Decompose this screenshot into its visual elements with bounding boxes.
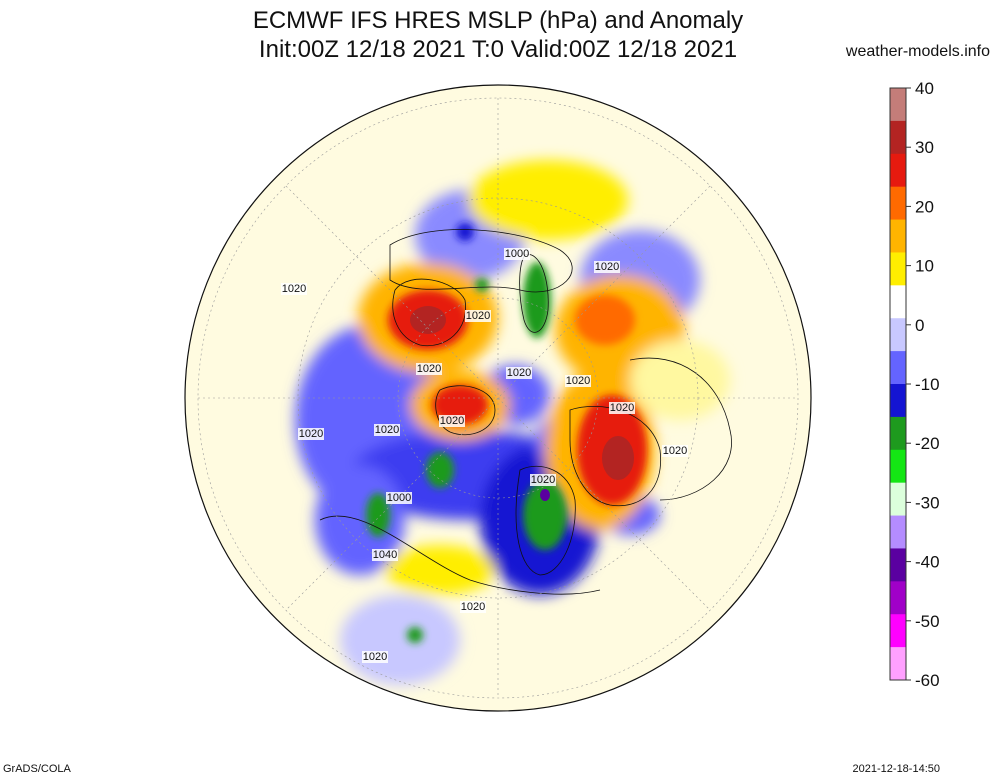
source-site-label: weather-models.info	[845, 43, 990, 60]
isobar-label: 1020	[282, 283, 306, 295]
colorbar-segment	[890, 153, 906, 188]
isobar-label-bg	[298, 428, 324, 440]
title-line-2: Init:00Z 12/18 2021 T:0 Valid:00Z 12/18 …	[258, 36, 738, 63]
isobar-label: 1020	[507, 367, 531, 379]
colorbar-segment	[890, 548, 906, 582]
colorbar-label: -10	[915, 375, 940, 394]
isobar-label-bg	[465, 310, 491, 322]
colorbar-segment	[890, 614, 906, 648]
isobar-label-bg	[439, 415, 465, 427]
isobar-label-bg	[609, 402, 635, 414]
isobar-label: 1020	[531, 474, 555, 486]
footer-timestamp: 2021-12-18-14:50	[852, 763, 940, 775]
isobar-label: 1020	[610, 402, 634, 414]
colorbar-label: 10	[915, 257, 934, 276]
isobar-label: 1040	[373, 549, 397, 561]
isobar-label-bg	[362, 651, 388, 663]
colorbar-segment	[890, 120, 906, 155]
colorbar-label: -20	[915, 434, 940, 453]
colorbar-segment	[890, 318, 906, 352]
anomaly-field	[185, 85, 811, 711]
colorbar-segment	[890, 416, 906, 451]
colorbar-segments	[889, 87, 907, 681]
colorbar: 40 30 20 10 0 -10 -20 -30 -40 -50 -60	[889, 80, 940, 690]
isobar-label: 1020	[417, 363, 441, 375]
isobar-label: 1020	[440, 415, 464, 427]
colorbar-segment	[890, 581, 906, 615]
isobar-label-bg	[372, 549, 398, 561]
isobar-label-bg	[416, 363, 442, 375]
colorbar-segment	[890, 647, 906, 681]
footer-software-label: GrADS/COLA	[3, 763, 71, 775]
graticule	[197, 97, 799, 699]
isobar-label-bg	[386, 492, 412, 504]
low-area-greenland	[523, 262, 551, 338]
isobar-label-bg	[374, 424, 400, 436]
isobar-label-bg	[504, 248, 530, 260]
colorbar-label: 40	[915, 80, 934, 98]
isobar-label: 1000	[505, 248, 529, 260]
colorbar-segment	[890, 88, 906, 122]
isobar-label-bg	[662, 445, 688, 457]
isobar-label: 1020	[663, 445, 687, 457]
high-area-pacific	[468, 160, 628, 240]
colorbar-segment	[890, 515, 906, 549]
map-boundary	[184, 84, 812, 712]
colorbar-segment	[890, 384, 906, 418]
colorbar-label: 0	[915, 316, 924, 335]
isobar-label: 1020	[299, 428, 323, 440]
colorbar-segment	[890, 351, 906, 385]
colorbar-segment	[890, 186, 906, 221]
isobar-label: 1020	[466, 310, 490, 322]
colorbar-label: -50	[915, 612, 940, 631]
isobar-label-bg	[281, 283, 307, 295]
colorbar-label: 30	[915, 138, 934, 157]
colorbar-label: 20	[915, 197, 934, 216]
colorbar-segment	[890, 219, 906, 253]
isobar-label-bg	[594, 261, 620, 273]
isobar-labels: 1020 1020 1000 1020 1020 1020 1020 1020 1020 1020…	[281, 248, 688, 663]
isobar-label: 1020	[375, 424, 399, 436]
colorbar-segment	[890, 285, 906, 319]
title-line-1: ECMWF IFS HRES MSLP (hPa) and Anomaly	[252, 7, 744, 34]
isobar-label: 1020	[363, 651, 387, 663]
isobar-label-bg	[530, 474, 556, 486]
isobar-label: 1000	[387, 492, 411, 504]
colorbar-segment	[890, 252, 906, 286]
colorbar-segment	[890, 449, 906, 484]
colorbar-labels: 40 30 20 10 0 -10 -20 -30 -40 -50 -60	[906, 80, 940, 690]
isobar-label: 1020	[566, 375, 590, 387]
colorbar-label: -60	[915, 671, 940, 690]
isobar-label: 1020	[595, 261, 619, 273]
colorbar-label: -40	[915, 553, 940, 572]
isobar-label-bg	[506, 367, 532, 379]
isobar-label-bg	[460, 601, 486, 613]
colorbar-segment	[890, 482, 906, 517]
isobar-label: 1020	[461, 601, 485, 613]
isobar-label-bg	[565, 375, 591, 387]
colorbar-label: -30	[915, 493, 940, 512]
